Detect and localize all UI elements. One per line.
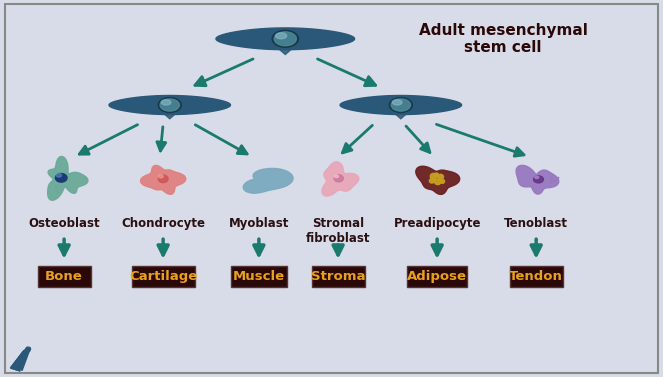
- Ellipse shape: [534, 176, 544, 183]
- Ellipse shape: [434, 179, 441, 185]
- Polygon shape: [48, 156, 88, 200]
- Ellipse shape: [161, 100, 171, 105]
- Polygon shape: [109, 95, 231, 115]
- Polygon shape: [516, 166, 559, 194]
- Text: Osteoblast: Osteoblast: [29, 217, 100, 230]
- Ellipse shape: [160, 99, 180, 111]
- Polygon shape: [340, 95, 461, 115]
- Polygon shape: [11, 351, 27, 371]
- Ellipse shape: [272, 30, 298, 47]
- Text: Muscle: Muscle: [233, 270, 285, 283]
- Polygon shape: [280, 42, 291, 55]
- Text: Stroma: Stroma: [311, 270, 365, 283]
- Ellipse shape: [56, 173, 62, 177]
- FancyBboxPatch shape: [510, 266, 563, 287]
- Text: Adult mesenchymal
stem cell: Adult mesenchymal stem cell: [419, 23, 587, 55]
- Polygon shape: [12, 347, 30, 370]
- Ellipse shape: [438, 174, 444, 179]
- Ellipse shape: [158, 175, 163, 178]
- Text: Tendon: Tendon: [509, 270, 563, 283]
- Ellipse shape: [274, 32, 296, 46]
- FancyBboxPatch shape: [408, 266, 467, 287]
- Polygon shape: [165, 108, 174, 119]
- Text: Myoblast: Myoblast: [229, 217, 289, 230]
- Polygon shape: [216, 28, 355, 50]
- Polygon shape: [396, 108, 406, 119]
- FancyBboxPatch shape: [231, 266, 287, 287]
- Polygon shape: [56, 185, 58, 194]
- Polygon shape: [322, 162, 359, 196]
- Text: Adipose: Adipose: [407, 270, 467, 283]
- FancyBboxPatch shape: [312, 266, 365, 287]
- Ellipse shape: [158, 98, 181, 112]
- Ellipse shape: [276, 33, 286, 39]
- Ellipse shape: [56, 173, 67, 182]
- Ellipse shape: [389, 98, 412, 112]
- Ellipse shape: [430, 179, 434, 183]
- Polygon shape: [551, 176, 559, 184]
- Ellipse shape: [392, 100, 402, 105]
- Ellipse shape: [334, 175, 343, 182]
- Ellipse shape: [440, 179, 445, 183]
- Ellipse shape: [334, 175, 338, 178]
- Text: Chondrocyte: Chondrocyte: [121, 217, 205, 230]
- Text: Tenoblast: Tenoblast: [504, 217, 568, 230]
- Ellipse shape: [535, 176, 539, 179]
- FancyBboxPatch shape: [132, 266, 194, 287]
- Polygon shape: [243, 169, 293, 193]
- Polygon shape: [416, 166, 459, 195]
- Text: Cartilage: Cartilage: [129, 270, 198, 283]
- FancyBboxPatch shape: [38, 266, 91, 287]
- Ellipse shape: [158, 175, 168, 182]
- Text: Stromal
fibroblast: Stromal fibroblast: [306, 217, 371, 245]
- Polygon shape: [141, 166, 186, 194]
- Text: Preadipocyte: Preadipocyte: [393, 217, 481, 230]
- Text: Bone: Bone: [45, 270, 83, 283]
- Polygon shape: [11, 351, 27, 371]
- Ellipse shape: [430, 173, 437, 179]
- Ellipse shape: [391, 99, 410, 111]
- Ellipse shape: [434, 173, 438, 176]
